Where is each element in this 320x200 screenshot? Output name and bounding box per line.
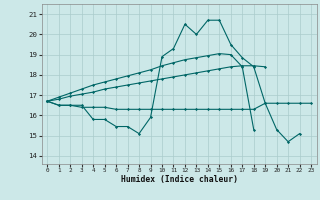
X-axis label: Humidex (Indice chaleur): Humidex (Indice chaleur) [121,175,238,184]
